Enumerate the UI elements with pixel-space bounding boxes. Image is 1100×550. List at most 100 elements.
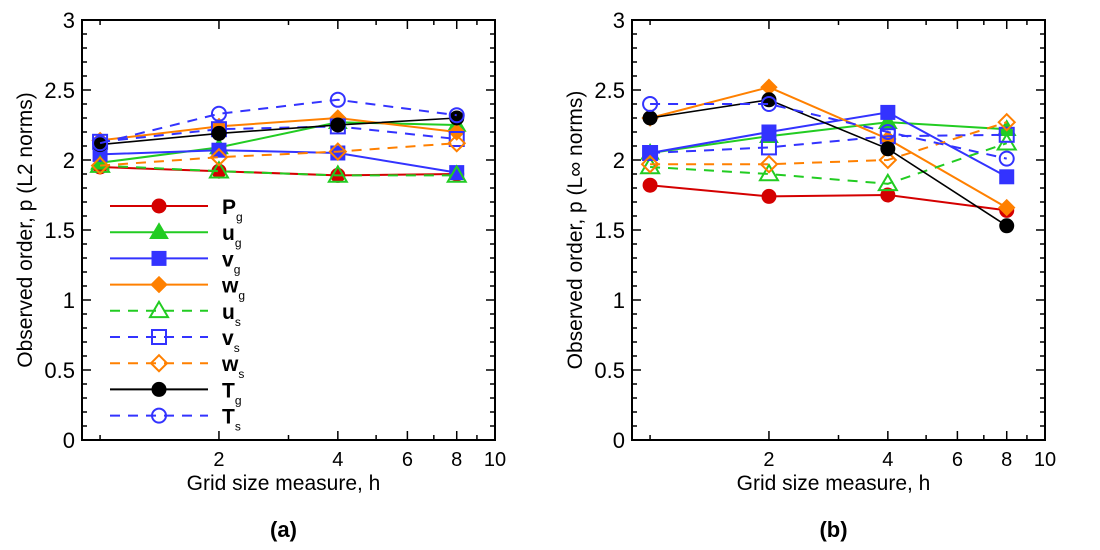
legend-label-subscript: s bbox=[235, 315, 241, 329]
data-point bbox=[209, 147, 229, 167]
legend-label-main: u bbox=[222, 222, 235, 245]
x-axis-label: Grid size measure, h bbox=[737, 472, 931, 495]
y-tick-label: 3 bbox=[613, 8, 625, 33]
data-point bbox=[210, 105, 227, 122]
series-line bbox=[100, 149, 457, 174]
data-point bbox=[642, 177, 658, 193]
data-point bbox=[642, 145, 659, 161]
data-point bbox=[998, 150, 1015, 167]
series-line bbox=[650, 121, 1008, 166]
y-tick-label: 0.5 bbox=[44, 358, 75, 383]
legend-item: Tg bbox=[110, 379, 242, 407]
data-point bbox=[761, 124, 777, 140]
legend-label: vg bbox=[222, 248, 240, 276]
x-tick-label: 6 bbox=[402, 449, 413, 471]
legend-item: vg bbox=[110, 248, 240, 276]
legend-marker bbox=[151, 198, 167, 214]
legend-marker bbox=[151, 381, 167, 397]
legend-label-main: w bbox=[221, 275, 239, 298]
data-point bbox=[760, 139, 777, 156]
y-tick-label: 1.5 bbox=[44, 218, 75, 243]
data-point bbox=[880, 104, 896, 120]
series-line bbox=[99, 125, 457, 143]
series-line bbox=[649, 184, 1007, 212]
data-point bbox=[211, 125, 227, 141]
x-tick-label: 2 bbox=[763, 449, 774, 471]
data-point bbox=[640, 154, 660, 174]
series-line bbox=[650, 103, 1007, 160]
series-line bbox=[650, 133, 1007, 154]
y-tick-label: 0.5 bbox=[594, 358, 625, 383]
legend-label-subscript: g bbox=[236, 210, 243, 224]
series-line bbox=[99, 116, 457, 142]
legend-marker bbox=[151, 407, 167, 424]
series-line bbox=[99, 121, 457, 164]
legend-label-subscript: s bbox=[238, 367, 244, 381]
data-point bbox=[330, 117, 346, 133]
series-ts bbox=[642, 96, 1015, 167]
series-line bbox=[649, 98, 1008, 227]
panel-label: (a) bbox=[270, 517, 297, 542]
data-point bbox=[761, 188, 777, 204]
x-tick-label: 8 bbox=[451, 449, 462, 471]
y-tick-label: 1 bbox=[613, 288, 625, 313]
series-line bbox=[100, 166, 457, 177]
series-line bbox=[100, 142, 457, 167]
legend-label: ws bbox=[221, 353, 244, 381]
y-tick-label: 1 bbox=[63, 288, 75, 313]
legend-item: ws bbox=[110, 353, 244, 381]
y-tick-label: 0 bbox=[613, 428, 625, 453]
y-axis-label: Observed order, p (L2 norms) bbox=[14, 92, 37, 367]
y-tick-label: 1.5 bbox=[594, 218, 625, 243]
data-point bbox=[997, 112, 1017, 132]
data-point bbox=[880, 141, 896, 157]
data-point bbox=[208, 160, 230, 179]
x-axis-label: Grid size measure, h bbox=[187, 472, 381, 495]
series-tg bbox=[642, 92, 1015, 234]
data-point bbox=[642, 110, 658, 126]
data-point bbox=[998, 126, 1015, 143]
plot-frame bbox=[81, 19, 496, 441]
series-ws bbox=[90, 133, 467, 176]
series-line bbox=[649, 121, 1007, 154]
y-tick-label: 2 bbox=[63, 148, 75, 173]
legend-label-subscript: g bbox=[235, 393, 242, 407]
legend-label-main: v bbox=[222, 248, 234, 271]
plot-frame bbox=[631, 19, 1046, 441]
series-ts bbox=[92, 91, 465, 152]
legend-item: Ts bbox=[110, 406, 241, 434]
legend-marker bbox=[150, 275, 168, 294]
legend-marker bbox=[151, 250, 167, 266]
legend-item: us bbox=[110, 299, 241, 329]
data-point bbox=[999, 218, 1015, 234]
series-vg bbox=[642, 104, 1015, 185]
data-point bbox=[760, 96, 777, 112]
legend-label-subscript: g bbox=[238, 289, 245, 303]
series-ws bbox=[640, 112, 1017, 174]
panel-a: 0 0.5 1 1.5 2 2.5 3 2 4 6 8 10 Grid size measure, h O… bbox=[14, 8, 506, 542]
x-tick-label: 4 bbox=[332, 449, 343, 471]
data-point bbox=[998, 198, 1016, 217]
legend-label-main: u bbox=[222, 301, 235, 324]
y-axis-label: Observed order, p (L∞ norms) bbox=[564, 91, 587, 370]
series-line bbox=[100, 164, 457, 177]
series-line bbox=[99, 98, 457, 145]
legend-label: us bbox=[222, 301, 241, 329]
data-point bbox=[92, 135, 109, 152]
legend-marker bbox=[148, 299, 170, 319]
x-tick-label: 10 bbox=[484, 449, 506, 471]
x-tick-label: 4 bbox=[882, 449, 893, 471]
legend-label-main: T bbox=[222, 406, 235, 429]
series-us bbox=[639, 132, 1018, 192]
data-point bbox=[642, 96, 659, 112]
data-point bbox=[327, 164, 349, 183]
legend-label: wg bbox=[221, 275, 245, 303]
data-point bbox=[878, 150, 898, 170]
x-tick-label: 6 bbox=[952, 449, 963, 471]
series-line bbox=[649, 86, 1008, 209]
legend-label: Pg bbox=[222, 196, 243, 224]
x-tick-label: 2 bbox=[213, 449, 224, 471]
legend-label-subscript: g bbox=[235, 236, 242, 250]
y-tick-label: 2.5 bbox=[44, 78, 75, 103]
